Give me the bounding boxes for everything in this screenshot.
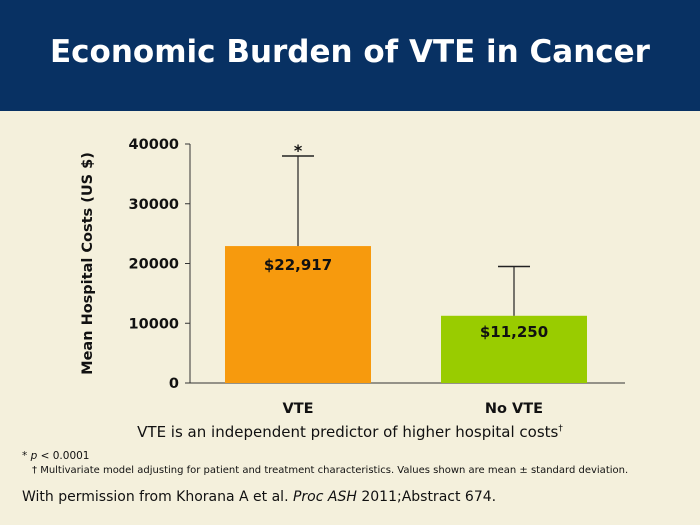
data-label: $11,250 xyxy=(480,323,548,341)
footnote-star: * xyxy=(22,450,28,462)
subtitle-text: VTE is an independent predictor of highe… xyxy=(137,423,559,441)
footnote-p: p xyxy=(30,450,38,462)
citation-details: 2011;Abstract 674. xyxy=(361,489,497,505)
bar-chart: Mean Hospital Costs (US $) 0 10000 20000 300… xyxy=(80,137,625,417)
title-banner xyxy=(0,0,700,111)
bar-vte xyxy=(225,246,371,383)
data-label: $22,917 xyxy=(264,256,332,274)
y-tick-label: 10000 xyxy=(129,316,179,332)
footnote-model-text: Multivariate model adjusting for patient… xyxy=(40,465,629,476)
significance-marker: * xyxy=(294,141,303,160)
x-tick-label: No VTE xyxy=(485,401,543,417)
slide-title: Economic Burden of VTE in Cancer xyxy=(50,34,650,70)
footnote-significance: * p < 0.0001 xyxy=(22,450,90,462)
y-tick-label: 30000 xyxy=(129,197,179,213)
subtitle-dagger: † xyxy=(558,424,563,434)
y-tick-label: 20000 xyxy=(129,257,179,273)
citation-journal: Proc ASH xyxy=(292,489,357,505)
y-tick-label: 40000 xyxy=(129,137,179,153)
y-axis-label: Mean Hospital Costs (US $) xyxy=(80,152,96,375)
y-tick-label: 0 xyxy=(169,376,179,392)
footnote-model: † Multivariate model adjusting for patie… xyxy=(32,465,628,476)
footnote-dagger: † xyxy=(32,465,37,476)
footnote-p-value: < 0.0001 xyxy=(40,450,90,462)
x-tick-label: VTE xyxy=(282,401,313,417)
chart-subtitle: VTE is an independent predictor of highe… xyxy=(0,423,700,441)
citation-authors: With permission from Khorana A et al. xyxy=(22,489,289,505)
bar-no-vte xyxy=(441,315,587,383)
citation: With permission from Khorana A et al. Pr… xyxy=(22,489,496,505)
